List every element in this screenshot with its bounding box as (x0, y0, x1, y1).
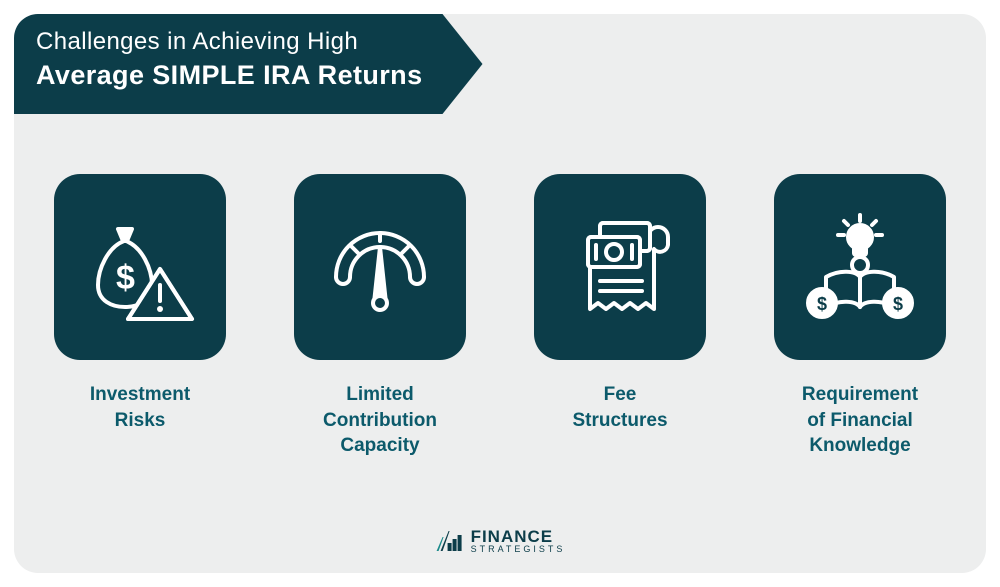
money-bag-warning-icon: $ (80, 207, 200, 327)
brand-main: FINANCE (471, 528, 566, 545)
card-box: $ $ (774, 174, 946, 360)
svg-text:$: $ (817, 294, 827, 314)
card-investment-risks: $ Investment Risks (50, 174, 230, 459)
title-ribbon: Challenges in Achieving High Average SIM… (14, 14, 483, 114)
card-label: Limited Contribution Capacity (323, 382, 437, 459)
card-label: Investment Risks (90, 382, 190, 433)
card-fee-structures: Fee Structures (530, 174, 710, 459)
brand-logo: FINANCE STRATEGISTS (435, 527, 566, 555)
brand-mark-icon (435, 527, 463, 555)
fee-invoice-icon (560, 207, 680, 327)
card-financial-knowledge: $ $ Requirement of Financial Knowledge (770, 174, 950, 459)
svg-text:$: $ (116, 259, 135, 297)
card-box (294, 174, 466, 360)
gauge-icon (320, 207, 440, 327)
card-label: Requirement of Financial Knowledge (802, 382, 918, 459)
card-box (534, 174, 706, 360)
card-row: $ Investment Risks (14, 174, 986, 459)
card-label: Fee Structures (572, 382, 667, 433)
book-idea-money-icon: $ $ (800, 207, 920, 327)
card-limited-contribution: Limited Contribution Capacity (290, 174, 470, 459)
title-line-2: Average SIMPLE IRA Returns (36, 60, 423, 91)
brand-sub: STRATEGISTS (471, 545, 566, 554)
card-box: $ (54, 174, 226, 360)
infographic-panel: Challenges in Achieving High Average SIM… (14, 14, 986, 573)
title-line-1: Challenges in Achieving High (36, 28, 423, 56)
brand-text: FINANCE STRATEGISTS (471, 528, 566, 554)
svg-text:$: $ (893, 294, 903, 314)
